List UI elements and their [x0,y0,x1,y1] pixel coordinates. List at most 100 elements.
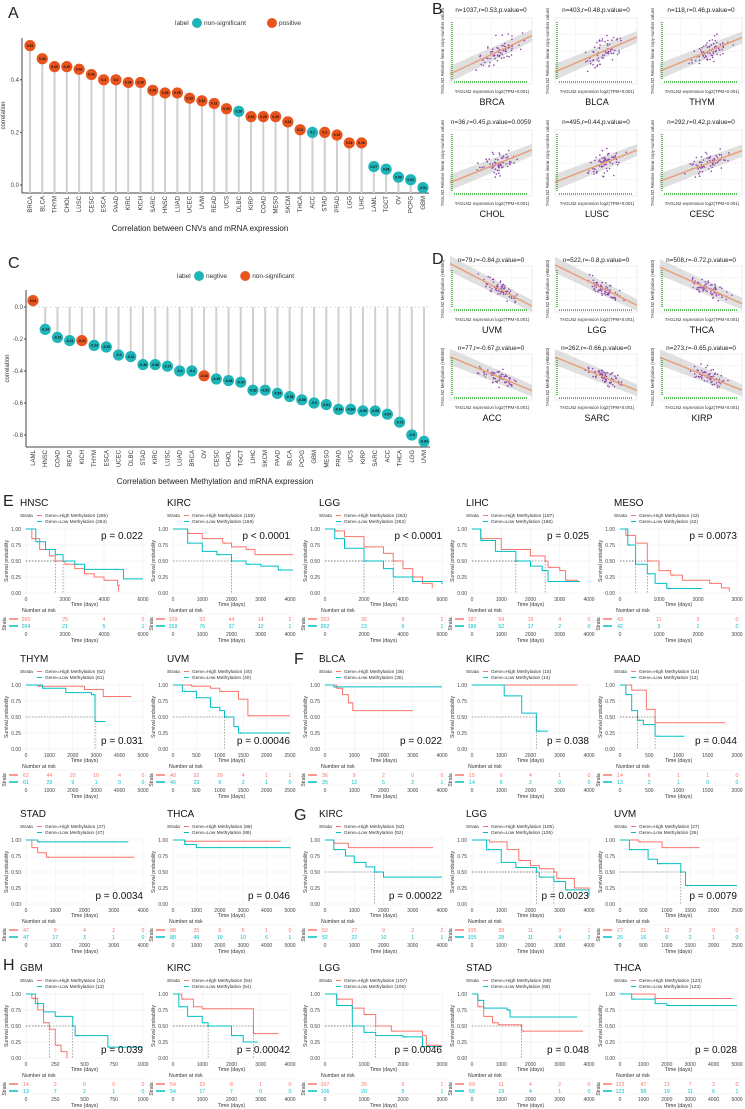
data-point [592,51,595,54]
data-label: 0.45 [51,65,58,69]
data-point [699,286,701,289]
risk-table-title: Number at risk [169,764,203,770]
data-point [594,375,597,378]
data-point [703,45,705,47]
data-point [609,289,611,291]
risk-count: 1 [712,935,715,941]
panel-letter-h: H [3,957,15,974]
x-tick-label: 2000 [708,908,719,914]
legend-swatch [194,271,204,281]
x-axis-title: Time (days) [370,602,397,608]
risk-x-tick-label: 250 [51,1097,60,1103]
x-tick-label: 4000 [284,1062,295,1068]
risk-count: 10 [93,773,99,779]
x-tick-label: 4000 [583,1062,594,1068]
data-point [611,383,614,386]
confidence-band [450,29,532,82]
data-point [476,372,479,374]
risk-strata-label: Strata [448,928,454,942]
x-tick-label: LAML [372,195,378,211]
x-tick-label: 0 [324,908,327,914]
lollipop-point [186,365,198,377]
p-value: p = 0.039 [101,1045,143,1056]
p-value: p = 0.044 [695,736,737,747]
risk-count: 4 [558,935,561,941]
risk-count: 44 [229,617,235,623]
y-axis-title: Survival probability [4,851,10,893]
x-tick-label: 4000 [261,908,272,914]
x-tick-label: COAD [261,195,267,213]
data-point [714,39,717,42]
data-point [506,385,509,387]
x-tick-label: 2000 [261,753,272,759]
legend-label: Gene=High Methylation (62) [45,669,106,675]
panel-letter-a: A [8,5,19,22]
data-point [508,296,511,298]
legend-strata-label: Strata [319,824,332,830]
legend-label: Gene=High Methylation (88) [192,824,253,830]
x-tick-label: 3000 [238,908,249,914]
x-axis-title: TAGLN2 expression log2(TPM+0.001) [560,201,635,206]
legend-label: Gene=High Methylation (14) [45,978,106,984]
y-tick-label: 0.50 [457,559,467,565]
data-point [698,376,700,379]
data-point [501,284,504,286]
y-tick-label: 0.00 [457,747,467,753]
data-point [505,381,508,384]
risk-x-tick-label: 2000 [525,632,536,638]
data-point [502,49,505,52]
risk-count: 0 [289,780,292,786]
legend-strata-label: Strata [319,513,332,519]
data-point [500,285,503,288]
risk-count: 107 [321,1082,330,1088]
risk-x-tick-label: 5000 [137,788,148,794]
risk-x-tick-label: 750 [110,1097,119,1103]
risk-x-tick-label: 2000 [261,788,272,794]
risk-count: 1 [697,624,700,630]
legend-label: Gene=Low Methylation (14) [491,675,550,681]
legend-label: Gene=Low Methylation (88) [192,830,251,836]
y-tick-label: 0.00 [310,591,320,597]
data-point [500,287,503,290]
data-point [596,41,598,44]
y-tick-label: 0.50 [310,559,320,565]
risk-x-axis-title: Time (days) [71,794,98,800]
risk-strata-label: Strata [596,1082,602,1096]
cancer-label: LUSC [585,209,610,219]
data-point [498,54,501,56]
x-axis-title: Time (days) [218,758,245,764]
x-tick-label: GBM [312,450,318,464]
risk-count: 6 [648,773,651,779]
data-point [684,172,686,175]
data-point [612,174,615,177]
risk-strata-label: Strata [149,1082,155,1096]
risk-count: 1 [736,1089,739,1095]
data-point [592,170,595,173]
risk-count: 69 [469,1082,475,1088]
data-point [598,60,600,62]
risk-table [169,924,294,941]
y-tick-label: 0.75 [310,854,320,860]
data-point [491,288,493,290]
risk-count: 23 [361,624,367,630]
data-point [495,285,498,287]
risk-count: 105 [468,928,477,934]
data-point [488,65,491,67]
data-point [722,379,725,382]
data-label: -0.72 [396,420,404,424]
risk-x-tick-label: 3000 [436,1097,447,1103]
x-tick-label: 2000 [525,1062,536,1068]
y-tick-label: 1.00 [605,683,615,689]
cancer-label: THCA [690,325,715,335]
legend-label: Gene=High Methylation (52) [344,824,405,830]
x-tick-label: 2000 [692,597,703,603]
risk-count: 27 [351,928,357,934]
x-tick-label: SARC [151,195,157,212]
data-point [711,159,714,161]
legend-strata-label: Strata [466,978,479,984]
